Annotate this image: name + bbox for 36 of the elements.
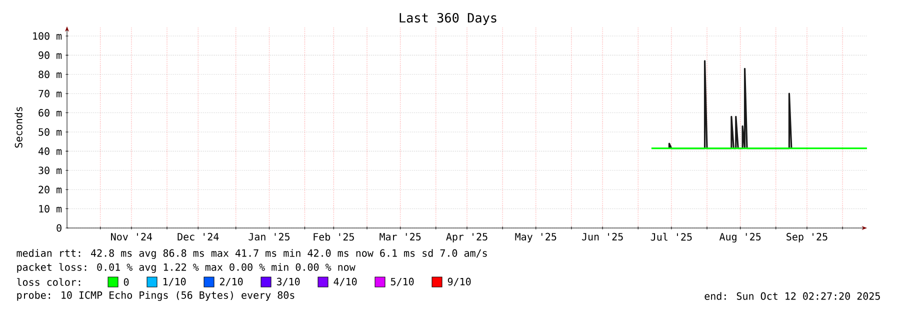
y-tick-label: 50 m (38, 128, 62, 136)
y-axis-title: Seconds (14, 107, 22, 148)
y-tick-label: 30 m (38, 166, 62, 174)
text: packet loss: 0.01 % avg 1.22 % max 0.00 % min 0.00 % now (17, 263, 356, 273)
x-tick-label: Feb '25 (314, 232, 354, 241)
x-tick-label: Aug '25 (719, 232, 761, 242)
x-tick-label: Sep '25 (786, 232, 828, 242)
legend-title: loss color: (17, 278, 80, 286)
legend-label: 1/10 (163, 278, 186, 286)
y-tick-label: 100 m (33, 32, 62, 40)
x-tick-label: Dec '24 (178, 232, 219, 240)
x-tick-label: Mar '25 (380, 232, 421, 240)
x-tick-label: Jun '25 (582, 232, 623, 240)
y-tick-label: 70 m (38, 90, 62, 98)
x-tick-label: May '25 (515, 232, 556, 242)
chart-title: Last 360 Days (400, 12, 496, 26)
legend-label: 5/10 (390, 278, 414, 286)
y-tick-label: 10 m (39, 205, 62, 213)
legend-label: 2/10 (220, 278, 243, 286)
y-tick-label: 80 m (38, 70, 62, 78)
legend-label: 9/10 (448, 278, 471, 286)
legend-label: 0 (124, 278, 129, 286)
x-tick-label: Apr '25 (446, 232, 488, 242)
x-tick-label: Jul '25 (650, 232, 692, 241)
text: median rtt: 42.8 ms avg 86.8 ms max 41.7 ms min 42.0 ms now 6.1 ms sd 7.0 am/s (16, 249, 487, 259)
y-tick-label: 20 m (38, 186, 62, 194)
y-tick-label: 60 m (38, 109, 62, 117)
text: probe: 10 ICMP Echo Pings (56 Bytes) every 80s (17, 291, 294, 301)
y-tick-label: 0 (56, 224, 62, 232)
legend-label: 4/10 (334, 278, 357, 286)
x-tick-label: Jan '25 (248, 232, 290, 240)
x-tick-label: Nov '24 (111, 232, 152, 240)
y-tick-label: 40 m (38, 147, 62, 155)
legend-label: 3/10 (276, 278, 300, 286)
y-tick-label: 90 m (38, 51, 62, 59)
text: end: Sun Oct 12 02:27:20 2025 (704, 292, 880, 300)
